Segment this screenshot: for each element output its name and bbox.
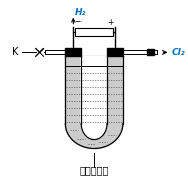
Bar [123,50,157,54]
Text: 饱和食盐水: 饱和食盐水 [80,165,109,175]
Bar [65,48,81,56]
Text: H₂: H₂ [75,8,87,17]
Polygon shape [81,56,107,140]
Text: −: − [74,18,81,27]
Polygon shape [65,56,123,148]
Bar [147,49,154,55]
Bar [45,50,65,54]
Bar [107,48,123,56]
Text: +: + [107,18,113,27]
Text: Cl₂: Cl₂ [171,48,185,57]
Bar [75,28,113,36]
Text: K: K [12,47,18,57]
